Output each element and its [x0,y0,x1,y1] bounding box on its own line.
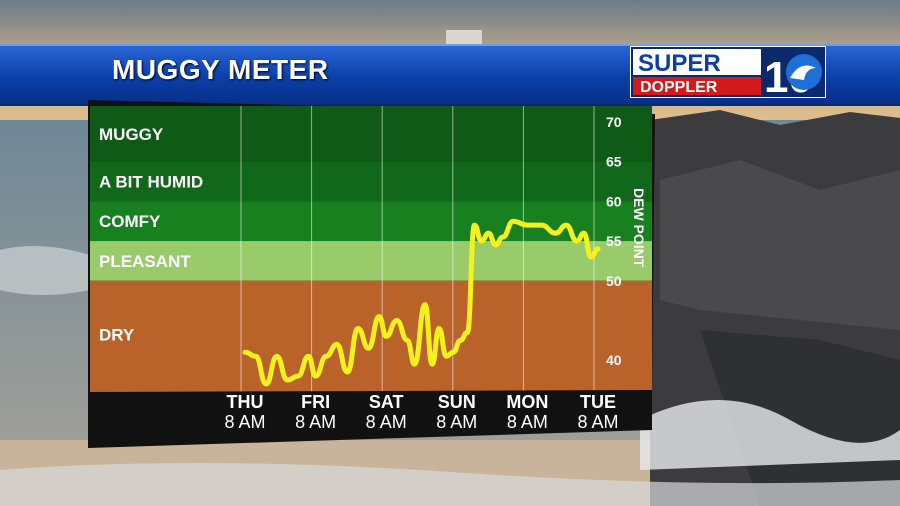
band-label: PLEASANT [99,252,191,271]
vertical-gridlines [240,106,595,392]
x-tick-time: 8 AM [507,412,548,432]
y-tick-label: 60 [606,193,622,209]
y-tick-label: 50 [606,273,622,289]
x-tick-day: SUN [438,392,476,412]
band-muggy [90,106,652,162]
y-tick-label: 70 [606,114,622,130]
y-tick-label: 55 [606,233,622,249]
dew-point-ticks: 40 50 55 60 65 70 [606,114,622,368]
x-tick-day: MON [506,392,548,412]
band-label: MUGGY [99,125,164,144]
band-pleasant [90,241,652,281]
x-axis-strip [88,390,652,448]
band-label: A BIT HUMID [99,172,203,191]
x-tick-time: 8 AM [366,412,407,432]
band-label: COMFY [99,212,161,231]
logo-word-super: SUPER [638,50,721,77]
y-tick-label: 40 [606,352,622,368]
super-doppler-logo: SUPER DOPPLER 10 [630,46,826,98]
x-tick-day: SAT [369,392,404,412]
band-comfy [90,201,652,242]
x-tick-day: THU [227,392,264,412]
x-tick-day: TUE [580,392,616,412]
y-tick-label: 65 [606,154,622,170]
band-label: DRY [99,325,135,344]
x-tick-time: 8 AM [577,412,618,432]
y-axis-label: DEW POINT [631,188,647,268]
page-title: MUGGY METER [112,54,329,85]
x-tick-time: 8 AM [436,412,477,432]
x-tick-time: 8 AM [295,412,336,432]
x-tick-time: 8 AM [224,412,265,432]
band-labels: MUGGY A BIT HUMID COMFY PLEASANT DRY [99,125,203,345]
logo-word-doppler: DOPPLER [640,79,718,96]
band-a-bit-humid [90,161,652,202]
dew-point-line [242,218,601,387]
x-tick-day: FRI [301,392,330,412]
